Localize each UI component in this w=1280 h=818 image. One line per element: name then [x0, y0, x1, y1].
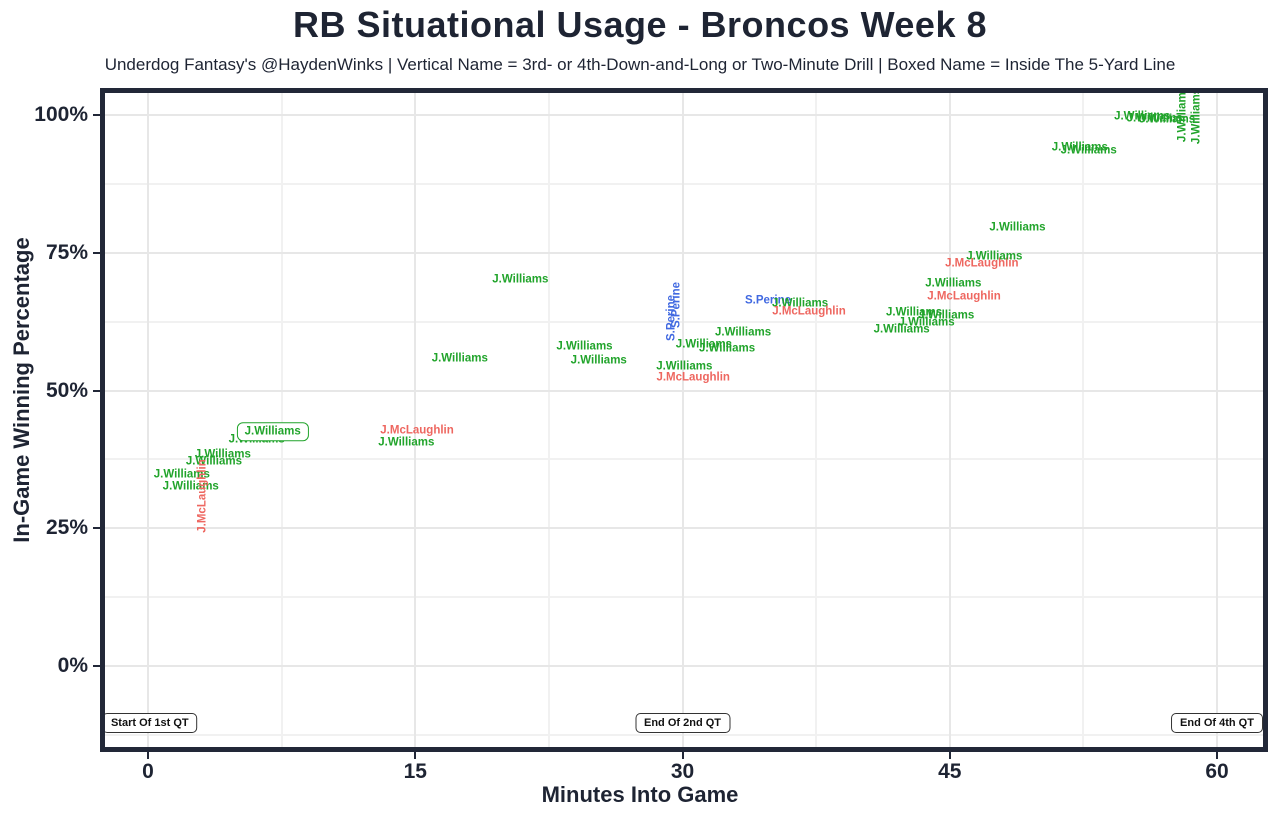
gridline-major-x	[414, 88, 417, 752]
data-point-label: J.Williams	[1190, 88, 1203, 145]
data-point-label: J.Williams	[194, 448, 251, 461]
data-point-label: J.Williams	[918, 308, 975, 321]
data-point-label: S.Perine	[670, 282, 683, 329]
data-point-label: J.Williams	[989, 221, 1046, 234]
data-point-label: J.Williams	[153, 468, 210, 481]
gridline-major-y	[100, 389, 1268, 392]
data-point-label: J.Williams	[378, 436, 435, 449]
gridline-major-y	[100, 114, 1268, 117]
x-axis-title: Minutes Into Game	[541, 782, 739, 807]
data-point-label: J.Williams	[873, 323, 930, 336]
x-tick-label: 45	[938, 760, 962, 783]
y-tick-mark	[93, 527, 100, 530]
y-tick-label: 100%	[34, 103, 88, 127]
gridline-major-y	[100, 527, 1268, 530]
gridline-minor-y	[100, 183, 1268, 186]
data-point-label: J.Williams	[431, 351, 488, 364]
data-point-label: J.Williams	[1114, 110, 1171, 123]
data-point-label: J.Williams	[1126, 112, 1183, 125]
data-point-label: J.Williams	[1060, 144, 1117, 157]
x-tick-label: 15	[403, 760, 427, 783]
y-axis-title: In-Game Winning Percentage	[9, 237, 34, 543]
data-point-label: J.Williams	[492, 273, 549, 286]
x-tick-mark	[681, 752, 684, 759]
data-point-label: J.Williams	[886, 306, 943, 319]
gridline-major-y	[100, 665, 1268, 667]
quarter-annotation: Start Of 1st QT	[101, 712, 198, 733]
data-point-label: J.Williams	[556, 340, 613, 353]
x-tick-label: 30	[670, 760, 695, 783]
gridline-major-x	[1216, 88, 1218, 752]
gridline-major-x	[681, 88, 684, 752]
gridline-major-x	[948, 88, 951, 752]
data-point-label: J.Williams	[1176, 88, 1189, 142]
x-tick-mark	[1216, 752, 1218, 759]
x-tick-mark	[147, 752, 149, 759]
gridline-minor-y	[100, 320, 1268, 323]
y-tick-mark	[93, 389, 100, 392]
chart-subtitle: Underdog Fantasy's @HaydenWinks | Vertic…	[104, 55, 1176, 74]
x-tick-mark	[414, 752, 417, 759]
quarter-annotation: End Of 2nd QT	[635, 712, 730, 733]
gridline-minor-x	[280, 88, 283, 752]
quarter-annotation: End Of 4th QT	[1171, 712, 1263, 733]
data-point-label: J.McLaughlin	[772, 305, 846, 318]
gridline-minor-y	[100, 458, 1268, 461]
chart-title: RB Situational Usage - Broncos Week 8	[293, 4, 987, 45]
plot-area: J.Williams J.Williams J.Williams J.Williams…	[100, 88, 1268, 752]
data-point-label: J.Williams	[236, 422, 309, 442]
data-point-label: J.Williams	[772, 297, 829, 310]
x-tick-label: 0	[142, 760, 154, 783]
data-point-label: J.Williams	[162, 480, 219, 493]
data-point-label: J.McLaughlin	[656, 371, 730, 384]
x-tick-label: 60	[1205, 760, 1229, 783]
gridline-minor-y	[100, 596, 1268, 599]
data-point-label: J.Williams	[698, 342, 756, 355]
data-point-label: J.Williams	[714, 326, 772, 339]
y-tick-mark	[93, 665, 100, 667]
data-point-label: J.Williams	[1139, 113, 1196, 126]
gridline-minor-x	[815, 88, 818, 752]
data-point-label: S.Perine	[745, 294, 792, 307]
gridline-minor-x	[1082, 88, 1085, 752]
data-point-label: J.McLaughlin	[927, 290, 1001, 303]
data-point-label: J.Williams	[898, 316, 955, 329]
data-point-label: J.Williams	[570, 354, 627, 367]
x-tick-mark	[948, 752, 951, 759]
gridline-major-x	[147, 88, 149, 752]
gridline-minor-x	[547, 88, 550, 752]
y-tick-mark	[93, 251, 100, 254]
data-point-label: J.Williams	[675, 338, 732, 351]
data-point-label: J.McLaughlin	[945, 257, 1019, 270]
data-point-label: J.Williams	[656, 360, 713, 373]
data-point-label: J.Williams	[925, 277, 982, 290]
data-point-label: J.Williams	[1051, 140, 1108, 153]
data-point-label: J.McLaughlin	[196, 459, 209, 533]
data-point-label: J.McLaughlin	[380, 424, 454, 437]
data-point-label: J.Williams	[185, 455, 242, 468]
y-tick-label: 50%	[45, 378, 88, 402]
y-tick-label: 25%	[45, 516, 88, 540]
y-tick-mark	[93, 114, 100, 117]
data-point-label: J.Williams	[966, 250, 1023, 263]
y-tick-label: 75%	[45, 240, 88, 264]
gridline-major-y	[100, 251, 1268, 254]
gridline-minor-y	[100, 733, 1268, 736]
y-tick-label: 0%	[57, 654, 88, 677]
